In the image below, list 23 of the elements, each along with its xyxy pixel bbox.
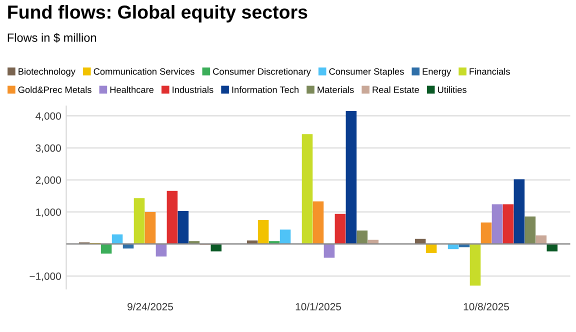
- legend-label: Energy: [422, 68, 452, 77]
- y-tick-label: 1,000: [36, 208, 61, 218]
- legend-label: Consumer Staples: [329, 68, 404, 77]
- legend-label: Utilities: [438, 86, 466, 94]
- legend-label: Financials: [470, 68, 510, 75]
- x-tick-label: 10/1/2025: [296, 302, 341, 310]
- legend-label: Information Tech: [232, 86, 298, 94]
- legend-label: Communication Services: [94, 68, 194, 75]
- chart-title: Fund flows: Global equity sectors: [8, 4, 308, 22]
- legend-label: Industrials: [172, 86, 214, 94]
- legend-label: Healthcare: [110, 86, 154, 94]
- legend-label: Materials: [318, 86, 354, 94]
- x-tick-label: 10/8/2025: [464, 302, 509, 310]
- y-tick-label: 3,000: [36, 144, 61, 153]
- y-tick-label: 4,000: [36, 112, 61, 121]
- y-tick-label: 2,000: [36, 176, 61, 186]
- y-tick-label: −1,000: [30, 272, 61, 282]
- chart-subtitle: Flows in $ million: [8, 33, 96, 43]
- legend-label: Real Estate: [372, 86, 419, 94]
- legend-label: Gold&Prec Metals: [18, 86, 92, 94]
- x-tick-label: 9/24/2025: [128, 302, 173, 310]
- legend-label: Biotechnology: [18, 68, 76, 77]
- legend-label: Consumer Discretionary: [213, 68, 311, 77]
